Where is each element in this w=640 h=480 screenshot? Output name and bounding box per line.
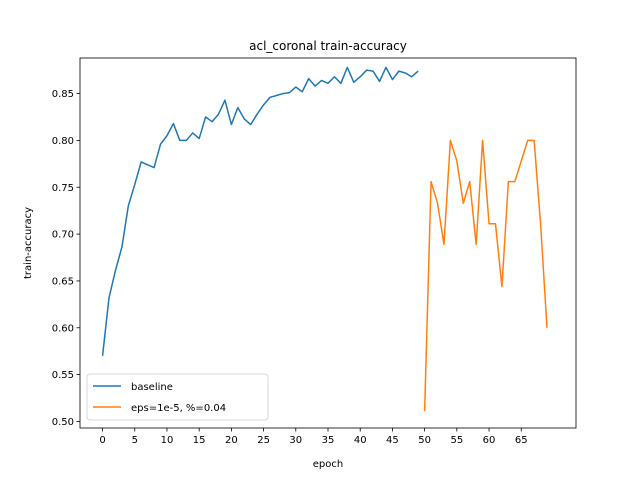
x-tick-label: 30 [289,435,302,446]
plot-area-frame [79,57,577,429]
x-tick-label: 60 [483,435,496,446]
x-tick-label: 15 [193,435,206,446]
x-tick-label: 55 [450,435,463,446]
legend-box [86,373,269,421]
x-tick-label: 10 [161,435,174,446]
x-tick-label: 45 [386,435,399,446]
x-tick-label: 40 [354,435,367,446]
legend-label-baseline: baseline [131,382,173,393]
y-tick-label: 0.60 [52,323,74,334]
y-axis-label: train-accuracy [23,207,34,279]
x-tick-label: 0 [99,435,105,446]
y-axis-ticks: 0.50 0.55 0.60 0.65 0.70 0.75 0.80 0.85 [52,89,80,428]
x-tick-label: 65 [515,435,528,446]
x-tick-label: 50 [418,435,431,446]
chart-title: acl_coronal train-accuracy [249,39,407,53]
y-tick-label: 0.55 [52,370,74,381]
y-tick-label: 0.75 [52,183,74,194]
y-tick-label: 0.85 [52,89,74,100]
y-tick-label: 0.80 [52,136,74,147]
series-line-0 [101,66,419,356]
x-axis-ticks: 0 5 10 15 20 25 30 35 40 45 50 55 60 65 [99,428,528,446]
y-tick-label: 0.50 [52,417,74,428]
legend-label-eps: eps=1e-5, %=0.04 [131,403,226,414]
legend: baseline eps=1e-5, %=0.04 [86,373,269,421]
x-tick-label: 20 [225,435,238,446]
y-tick-label: 0.65 [52,276,74,287]
y-tick-label: 0.70 [52,230,74,241]
series-line-1 [423,139,548,412]
x-axis-label: epoch [313,459,343,470]
x-tick-label: 25 [257,435,270,446]
x-tick-label: 5 [132,435,138,446]
x-tick-label: 35 [322,435,335,446]
series-layer [101,66,548,412]
